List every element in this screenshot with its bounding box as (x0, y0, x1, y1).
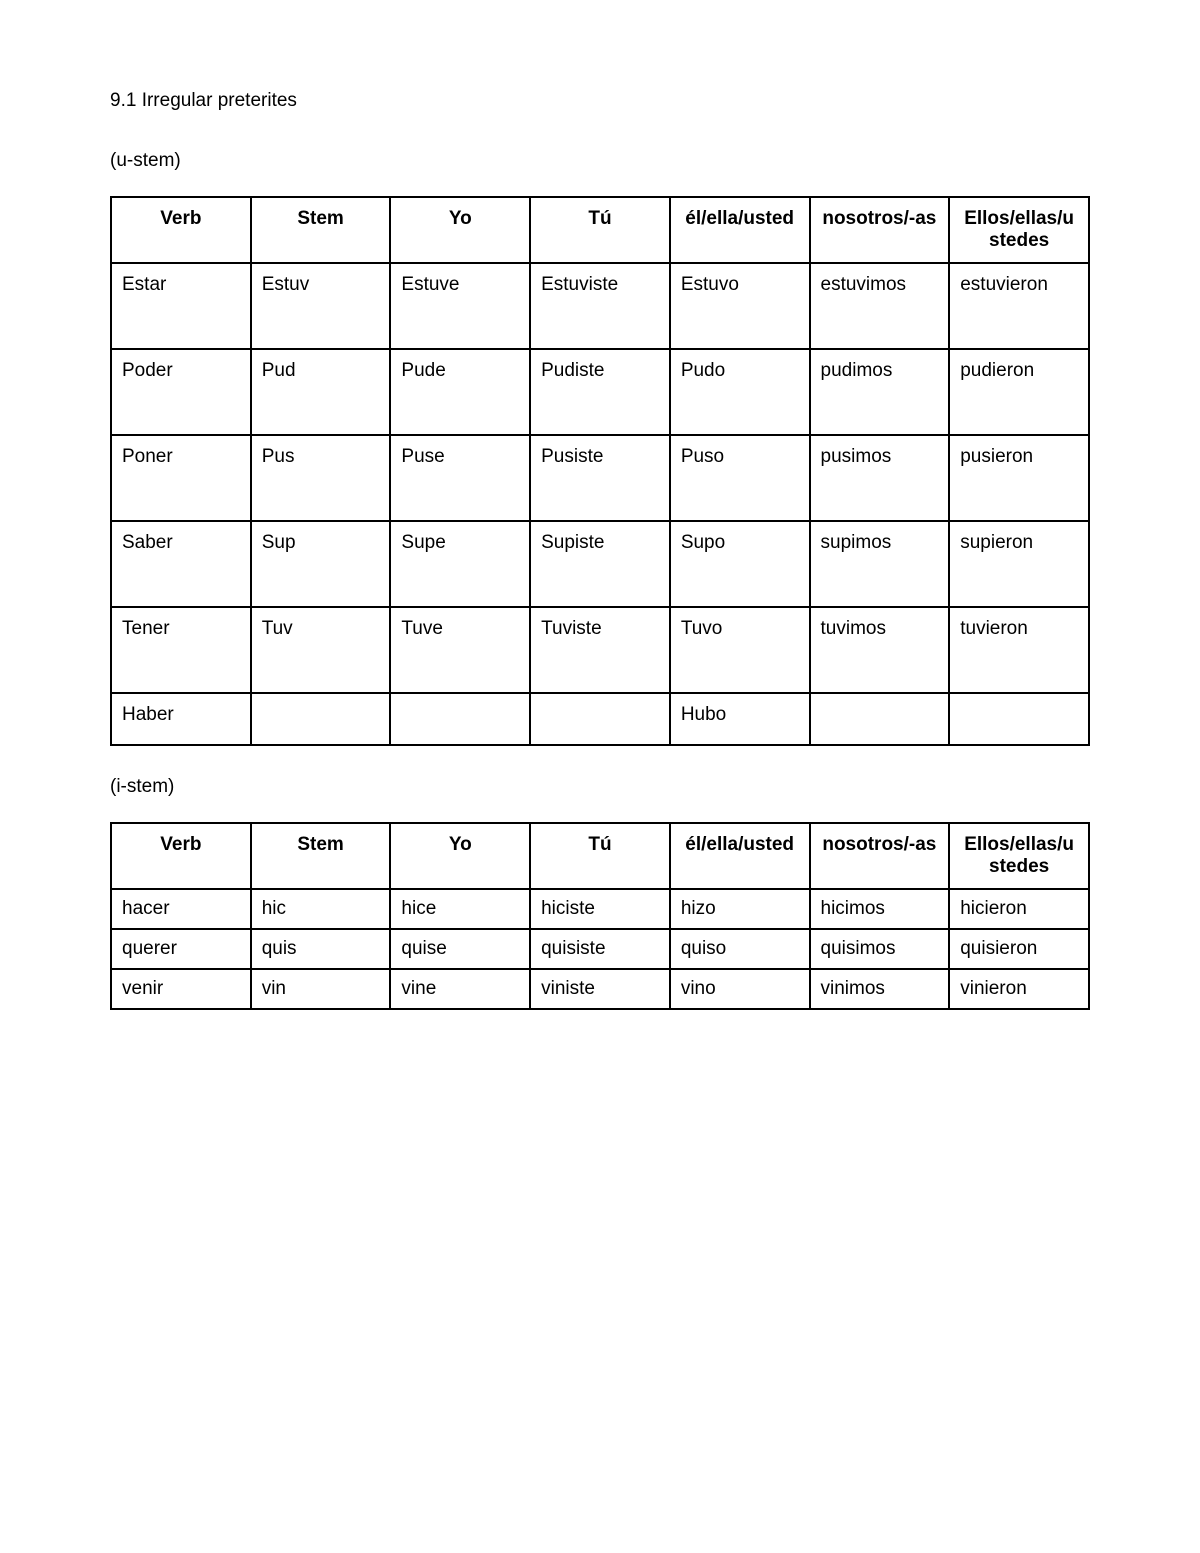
cell: Hubo (670, 693, 810, 745)
cell: Tuvo (670, 607, 810, 693)
cell: Poner (111, 435, 251, 521)
cell: vine (390, 969, 530, 1009)
cell: Estuv (251, 263, 391, 349)
cell (530, 693, 670, 745)
col-header: Yo (390, 197, 530, 263)
cell: hice (390, 889, 530, 929)
cell: Pudiste (530, 349, 670, 435)
table-header-row: Verb Stem Yo Tú él/ella/usted nosotros/-… (111, 197, 1089, 263)
cell: Pus (251, 435, 391, 521)
cell: Estar (111, 263, 251, 349)
cell: Tuviste (530, 607, 670, 693)
cell: quis (251, 929, 391, 969)
cell: Sup (251, 521, 391, 607)
cell: estuvieron (949, 263, 1089, 349)
col-header: Yo (390, 823, 530, 889)
cell: Poder (111, 349, 251, 435)
cell (251, 693, 391, 745)
col-header: nosotros/-as (810, 823, 950, 889)
col-header: él/ella/usted (670, 823, 810, 889)
col-header: Ellos/ellas/ustedes (949, 197, 1089, 263)
cell (390, 693, 530, 745)
table-istem: Verb Stem Yo Tú él/ella/usted nosotros/-… (110, 822, 1090, 1010)
section-label-istem: (i-stem) (110, 776, 1090, 798)
table-row: Poner Pus Puse Pusiste Puso pusimos pusi… (111, 435, 1089, 521)
col-header: él/ella/usted (670, 197, 810, 263)
cell: Tuve (390, 607, 530, 693)
cell: pudimos (810, 349, 950, 435)
col-header: Tú (530, 823, 670, 889)
cell (810, 693, 950, 745)
col-header: Stem (251, 823, 391, 889)
cell: hacer (111, 889, 251, 929)
cell: quisimos (810, 929, 950, 969)
cell: hicimos (810, 889, 950, 929)
cell: vino (670, 969, 810, 1009)
cell: Pudo (670, 349, 810, 435)
cell: Estuviste (530, 263, 670, 349)
table-row: Estar Estuv Estuve Estuviste Estuvo estu… (111, 263, 1089, 349)
cell: pusieron (949, 435, 1089, 521)
cell: Estuve (390, 263, 530, 349)
cell (949, 693, 1089, 745)
table-row: Tener Tuv Tuve Tuviste Tuvo tuvimos tuvi… (111, 607, 1089, 693)
section-label-ustem: (u-stem) (110, 150, 1090, 172)
page-title: 9.1 Irregular preterites (110, 90, 1090, 112)
col-header: Stem (251, 197, 391, 263)
table-row: venir vin vine viniste vino vinimos vini… (111, 969, 1089, 1009)
col-header: Ellos/ellas/ustedes (949, 823, 1089, 889)
table-row: Poder Pud Pude Pudiste Pudo pudimos pudi… (111, 349, 1089, 435)
cell: quisiste (530, 929, 670, 969)
cell: Supe (390, 521, 530, 607)
cell: Tener (111, 607, 251, 693)
cell: venir (111, 969, 251, 1009)
cell: pusimos (810, 435, 950, 521)
cell: hiciste (530, 889, 670, 929)
cell: Estuvo (670, 263, 810, 349)
col-header: Verb (111, 823, 251, 889)
cell: pudieron (949, 349, 1089, 435)
cell: Tuv (251, 607, 391, 693)
cell: tuvimos (810, 607, 950, 693)
cell: tuvieron (949, 607, 1089, 693)
cell: supimos (810, 521, 950, 607)
cell: estuvimos (810, 263, 950, 349)
cell: Pude (390, 349, 530, 435)
col-header: nosotros/-as (810, 197, 950, 263)
table-header-row: Verb Stem Yo Tú él/ella/usted nosotros/-… (111, 823, 1089, 889)
table-row: Haber Hubo (111, 693, 1089, 745)
col-header: Verb (111, 197, 251, 263)
table-ustem: Verb Stem Yo Tú él/ella/usted nosotros/-… (110, 196, 1090, 746)
cell: vinieron (949, 969, 1089, 1009)
cell: Puso (670, 435, 810, 521)
table-row: querer quis quise quisiste quiso quisimo… (111, 929, 1089, 969)
cell: querer (111, 929, 251, 969)
cell: viniste (530, 969, 670, 1009)
cell: Pud (251, 349, 391, 435)
table-row: hacer hic hice hiciste hizo hicimos hici… (111, 889, 1089, 929)
cell: quise (390, 929, 530, 969)
col-header: Tú (530, 197, 670, 263)
cell: supieron (949, 521, 1089, 607)
cell: vin (251, 969, 391, 1009)
cell: hic (251, 889, 391, 929)
cell: Puse (390, 435, 530, 521)
cell: Saber (111, 521, 251, 607)
cell: quisieron (949, 929, 1089, 969)
cell: Supo (670, 521, 810, 607)
cell: hizo (670, 889, 810, 929)
cell: vinimos (810, 969, 950, 1009)
cell: Haber (111, 693, 251, 745)
cell: quiso (670, 929, 810, 969)
cell: Pusiste (530, 435, 670, 521)
table-row: Saber Sup Supe Supiste Supo supimos supi… (111, 521, 1089, 607)
cell: Supiste (530, 521, 670, 607)
cell: hicieron (949, 889, 1089, 929)
